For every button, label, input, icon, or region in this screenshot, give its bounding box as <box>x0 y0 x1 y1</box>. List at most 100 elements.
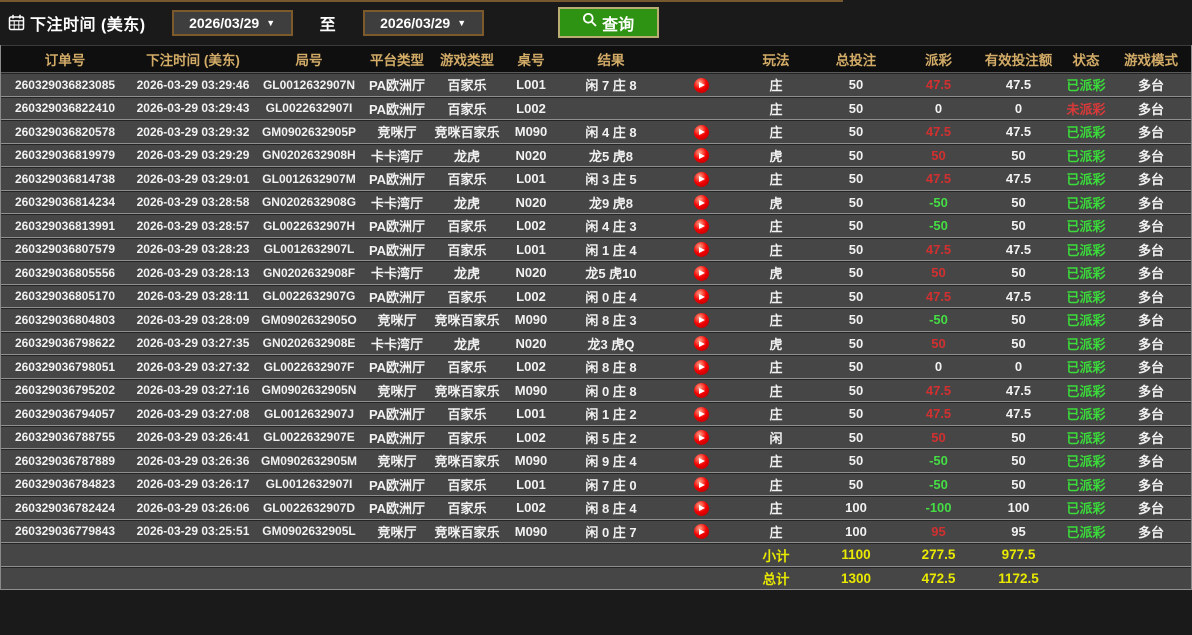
cell-total-bet: 50 <box>811 261 901 285</box>
replay-play-icon[interactable] <box>693 265 709 281</box>
cell-table-no: L002 <box>501 355 561 379</box>
cell-game-type: 竞咪百家乐 <box>433 449 501 473</box>
replay-play-icon[interactable] <box>693 500 709 516</box>
replay-play-icon[interactable] <box>693 242 709 258</box>
subtotal-payout: 277.5 <box>901 543 976 567</box>
cell-replay <box>661 425 741 449</box>
cell-game-type: 竞咪百家乐 <box>433 120 501 144</box>
date-from-value: 2026/03/29 <box>189 14 260 31</box>
cell-play: 闲 <box>741 425 811 449</box>
replay-play-icon[interactable] <box>693 77 709 93</box>
search-button[interactable]: 查询 <box>557 7 659 38</box>
cell-platform: 卡卡湾厅 <box>361 190 433 214</box>
cell-order-id: 260329036807579 <box>1 237 129 261</box>
cell-game-type: 百家乐 <box>433 402 501 426</box>
total-spacer <box>1 566 741 590</box>
replay-play-icon[interactable] <box>693 312 709 328</box>
replay-play-icon[interactable] <box>693 336 709 352</box>
replay-play-icon[interactable] <box>693 171 709 187</box>
cell-status: 已派彩 <box>1061 261 1111 285</box>
cell-table-no: L002 <box>501 425 561 449</box>
cell-game-mode: 多台 <box>1111 308 1191 332</box>
cell-platform: 竞咪厅 <box>361 120 433 144</box>
replay-play-icon[interactable] <box>693 289 709 305</box>
cell-status: 已派彩 <box>1061 425 1111 449</box>
filter-toolbar: 下注时间 (美东) 2026/03/29 ▼ 至 2026/03/29 ▼ 查询 <box>0 0 1192 45</box>
cell-valid-bet: 47.5 <box>976 237 1061 261</box>
cell-round-id: GM0902632905N <box>257 378 361 402</box>
table-row: 260329036813991 2026-03-29 03:28:57 GL00… <box>1 214 1191 238</box>
cell-table-no: L001 <box>501 237 561 261</box>
cell-platform: 竞咪厅 <box>361 449 433 473</box>
cell-order-id: 260329036788755 <box>1 425 129 449</box>
cell-order-id: 260329036823085 <box>1 73 129 97</box>
cell-table-no: N020 <box>501 331 561 355</box>
cell-replay <box>661 449 741 473</box>
replay-play-icon[interactable] <box>693 477 709 493</box>
replay-play-icon[interactable] <box>693 148 709 164</box>
cell-payout: 47.5 <box>901 120 976 144</box>
replay-play-icon[interactable] <box>693 430 709 446</box>
cell-payout: 47.5 <box>901 237 976 261</box>
cell-result: 龙5 虎8 <box>561 143 661 167</box>
total-payout: 472.5 <box>901 566 976 590</box>
cell-table-no: L001 <box>501 167 561 191</box>
replay-play-icon[interactable] <box>693 195 709 211</box>
cell-game-mode: 多台 <box>1111 449 1191 473</box>
cell-valid-bet: 47.5 <box>976 167 1061 191</box>
cell-game-mode: 多台 <box>1111 402 1191 426</box>
replay-play-icon[interactable] <box>693 124 709 140</box>
cell-round-id: GL0022632907D <box>257 496 361 520</box>
cell-replay <box>661 190 741 214</box>
cell-game-mode: 多台 <box>1111 425 1191 449</box>
replay-play-icon[interactable] <box>693 383 709 399</box>
cell-status: 已派彩 <box>1061 143 1111 167</box>
cell-platform: PA欧洲厅 <box>361 167 433 191</box>
cell-bet-time: 2026-03-29 03:29:46 <box>129 73 257 97</box>
cell-bet-time: 2026-03-29 03:28:09 <box>129 308 257 332</box>
replay-play-icon[interactable] <box>693 218 709 234</box>
cell-bet-time: 2026-03-29 03:27:08 <box>129 402 257 426</box>
replay-play-icon[interactable] <box>693 406 709 422</box>
cell-status: 已派彩 <box>1061 308 1111 332</box>
cell-game-mode: 多台 <box>1111 214 1191 238</box>
cell-platform: PA欧洲厅 <box>361 496 433 520</box>
cell-bet-time: 2026-03-29 03:27:32 <box>129 355 257 379</box>
cell-status: 已派彩 <box>1061 190 1111 214</box>
cell-status: 已派彩 <box>1061 214 1111 238</box>
cell-platform: PA欧洲厅 <box>361 96 433 120</box>
cell-order-id: 260329036805556 <box>1 261 129 285</box>
col-header-order-id: 订单号 <box>1 45 129 73</box>
cell-game-type: 百家乐 <box>433 355 501 379</box>
cell-table-no: M090 <box>501 308 561 332</box>
cell-round-id: GN0202632908F <box>257 261 361 285</box>
cell-payout: 47.5 <box>901 73 976 97</box>
cell-bet-time: 2026-03-29 03:27:35 <box>129 331 257 355</box>
cell-game-mode: 多台 <box>1111 472 1191 496</box>
date-from-select[interactable]: 2026/03/29 ▼ <box>171 9 293 36</box>
replay-play-icon[interactable] <box>693 453 709 469</box>
cell-bet-time: 2026-03-29 03:29:43 <box>129 96 257 120</box>
cell-play: 虎 <box>741 143 811 167</box>
date-to-select[interactable]: 2026/03/29 ▼ <box>362 9 484 36</box>
cell-bet-time: 2026-03-29 03:27:16 <box>129 378 257 402</box>
replay-play-icon[interactable] <box>693 524 709 540</box>
cell-payout: -100 <box>901 496 976 520</box>
cell-round-id: GL0022632907G <box>257 284 361 308</box>
table-row: 260329036820578 2026-03-29 03:29:32 GM09… <box>1 120 1191 144</box>
cell-bet-time: 2026-03-29 03:28:58 <box>129 190 257 214</box>
cell-status: 已派彩 <box>1061 496 1111 520</box>
cell-total-bet: 50 <box>811 402 901 426</box>
cell-play: 庄 <box>741 402 811 426</box>
cell-order-id: 260329036798622 <box>1 331 129 355</box>
col-header-total-bet: 总投注 <box>811 45 901 73</box>
cell-valid-bet: 50 <box>976 449 1061 473</box>
cell-round-id: GM0902632905P <box>257 120 361 144</box>
cell-result: 闲 0 庄 8 <box>561 378 661 402</box>
replay-play-icon[interactable] <box>693 359 709 375</box>
total-row: 总计 1300 472.5 1172.5 <box>1 566 1191 590</box>
cell-bet-time: 2026-03-29 03:29:01 <box>129 167 257 191</box>
cell-payout: 0 <box>901 355 976 379</box>
table-row: 260329036798051 2026-03-29 03:27:32 GL00… <box>1 355 1191 379</box>
